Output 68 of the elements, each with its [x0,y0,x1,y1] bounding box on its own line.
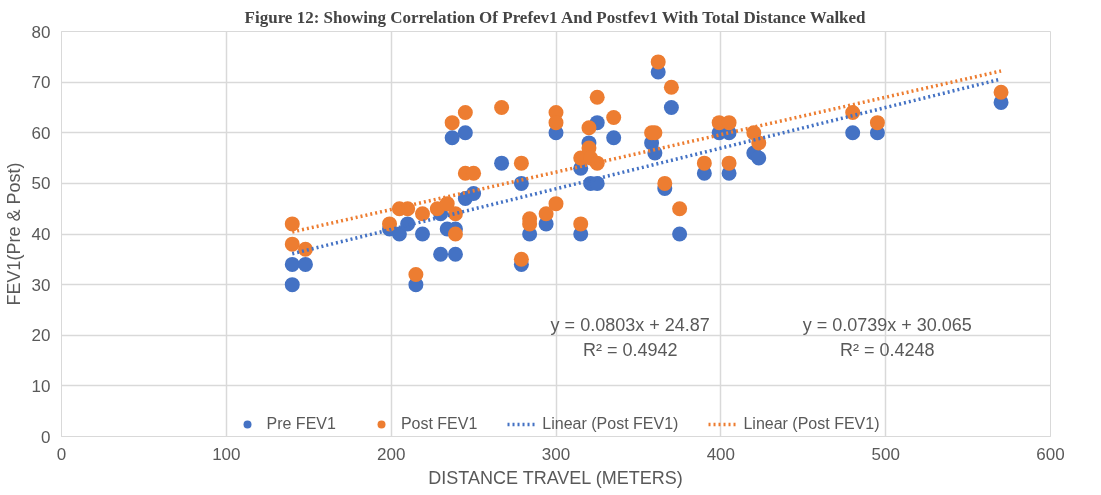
point [447,226,463,242]
y-tick-label: 70 [31,73,51,93]
y-tick-label: 20 [31,326,51,346]
x-tick-label: 400 [706,444,736,464]
point [457,105,473,120]
point [606,130,622,146]
y-tick-label: 60 [31,123,51,143]
point [513,175,529,191]
legend-label: Post FEV1 [400,415,478,433]
legend-label: Pre FEV1 [266,415,336,433]
point [284,216,300,232]
x-tick-label: 0 [56,444,67,464]
point [650,54,666,70]
y-axis-title: FEV1(Pre & Post) [3,162,24,306]
legend-label: Linear (Post FEV1) [542,415,679,433]
annotation: y = 0.0803x + 24.87 [550,315,710,336]
point [581,120,597,136]
point [513,155,529,171]
point [284,236,300,252]
point [538,206,554,222]
x-tick-label: 500 [871,444,900,464]
point [993,84,1009,100]
point [414,226,430,242]
point [573,216,589,232]
y-tick-label: 80 [31,22,51,42]
legend-label: Linear (Post FEV1) [743,415,880,433]
x-tick-label: 300 [541,444,571,464]
point [663,79,679,95]
point [444,130,460,146]
point [672,226,688,242]
point [457,125,473,141]
chart-title: Figure 12: Showing Correlation Of Prefev1 And Postfev1 With Total Distance Walked [244,7,867,27]
point [494,99,510,115]
y-tick-label: 0 [41,427,51,447]
x-tick-label: 100 [212,444,241,464]
point [751,150,767,166]
point [548,115,564,131]
y-tick-label: 30 [31,275,51,295]
y-tick-label: 10 [31,376,51,396]
point [414,206,430,222]
annotation: R² = 0.4248 [840,339,935,360]
point [869,115,885,131]
point [845,125,861,141]
point [433,246,449,262]
point [663,99,679,115]
point [494,155,510,171]
point [513,251,529,267]
point [297,256,313,272]
annotation: y = 0.0739x + 30.065 [802,315,972,336]
point [606,110,622,126]
point [721,155,737,171]
point [447,246,463,262]
annotation: R² = 0.4942 [582,339,678,360]
point [284,277,300,293]
point [382,216,398,232]
x-tick-label: 600 [1036,444,1065,464]
x-tick-label: 200 [376,444,406,464]
x-axis-title: DISTANCE TRAVEL (METERS) [428,467,683,488]
point [696,155,712,171]
y-tick-label: 50 [31,174,51,194]
point [444,115,460,131]
point [408,267,424,282]
point [657,175,673,191]
point [284,256,300,272]
point [589,89,605,105]
y-tick-label: 40 [31,225,51,244]
point [672,201,688,217]
point [548,196,564,212]
